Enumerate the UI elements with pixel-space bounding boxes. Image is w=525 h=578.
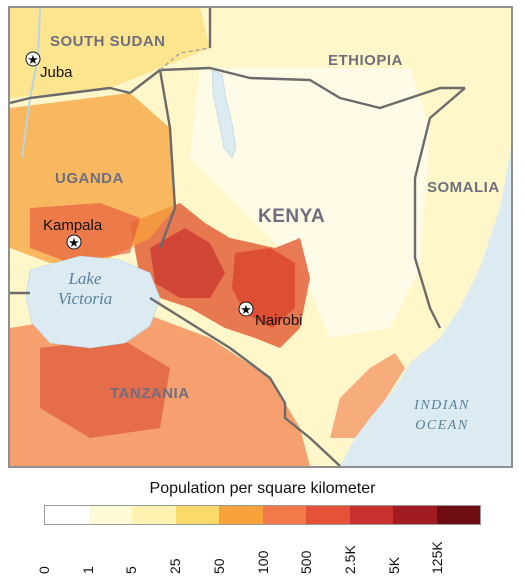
country-borders [10, 8, 466, 466]
population-map[interactable]: SOUTH SUDAN ETHIOPIA UGANDA KENYA SOMALI… [10, 8, 511, 466]
legend-tick-label: 5 [123, 566, 140, 574]
legend-tick-label: 25 [167, 558, 184, 574]
lake-victoria-label-line2: Victoria [58, 289, 112, 308]
city-label-kampala: Kampala [43, 217, 103, 234]
coast-density [330, 353, 405, 438]
city-marker-juba[interactable]: ★ [25, 51, 41, 67]
legend-title: Population per square kilometer [149, 480, 376, 497]
lake-turkana [211, 69, 237, 159]
lake-victoria-label-line1: Lake [67, 269, 102, 288]
legend-swatch [306, 506, 350, 524]
city-marker-nairobi[interactable]: ★ [238, 301, 254, 317]
star-icon: ★ [27, 52, 39, 67]
country-label-tanzania: TANZANIA [110, 385, 190, 402]
lake-victoria [25, 255, 161, 349]
legend-swatch [436, 506, 480, 524]
legend-swatch [219, 506, 263, 524]
indian-ocean-label-line2: OCEAN [415, 418, 468, 433]
legend-swatch [132, 506, 176, 524]
city-marker-kampala[interactable]: ★ [66, 234, 82, 250]
legend-swatch [88, 506, 132, 524]
north-kenya-region [190, 68, 430, 338]
star-icon: ★ [68, 235, 80, 250]
uganda-core [30, 203, 140, 263]
country-label-somalia: SOMALIA [427, 179, 500, 196]
legend-tick-label: 1 [79, 566, 96, 574]
legend-tick-label: 50 [210, 558, 227, 574]
map-frame: SOUTH SUDAN ETHIOPIA UGANDA KENYA SOMALI… [8, 6, 513, 468]
legend-tick-label: 100 [254, 550, 271, 574]
legend-swatch [175, 506, 219, 524]
legend-tick-label: 125K [429, 541, 446, 574]
dashed-border [159, 47, 211, 71]
legend-tick-label: 500 [298, 550, 315, 574]
tanzania-core [40, 338, 170, 438]
legend-swatch [349, 506, 393, 524]
city-label-juba: Juba [40, 64, 73, 81]
indian-ocean-label-line1: INDIAN [413, 398, 470, 413]
legend-swatch [393, 506, 437, 524]
star-icon: ★ [240, 302, 252, 317]
city-label-nairobi: Nairobi [255, 312, 303, 329]
legend-tick-label: 0 [36, 566, 52, 574]
legend-swatch [262, 506, 306, 524]
country-label-south-sudan: SOUTH SUDAN [50, 33, 166, 50]
legend-swatch [45, 506, 89, 524]
legend-color-bar [44, 505, 481, 525]
legend-tick-label: 5K [385, 556, 402, 574]
nile-river [21, 8, 41, 159]
country-label-kenya: KENYA [258, 206, 325, 227]
south-sudan-density [10, 8, 210, 98]
kenya-highlands-core [150, 228, 225, 298]
country-label-ethiopia: ETHIOPIA [328, 52, 403, 69]
indian-ocean [340, 148, 511, 466]
legend-tick-label: 2.5K [341, 545, 358, 574]
country-label-uganda: UGANDA [55, 170, 124, 187]
